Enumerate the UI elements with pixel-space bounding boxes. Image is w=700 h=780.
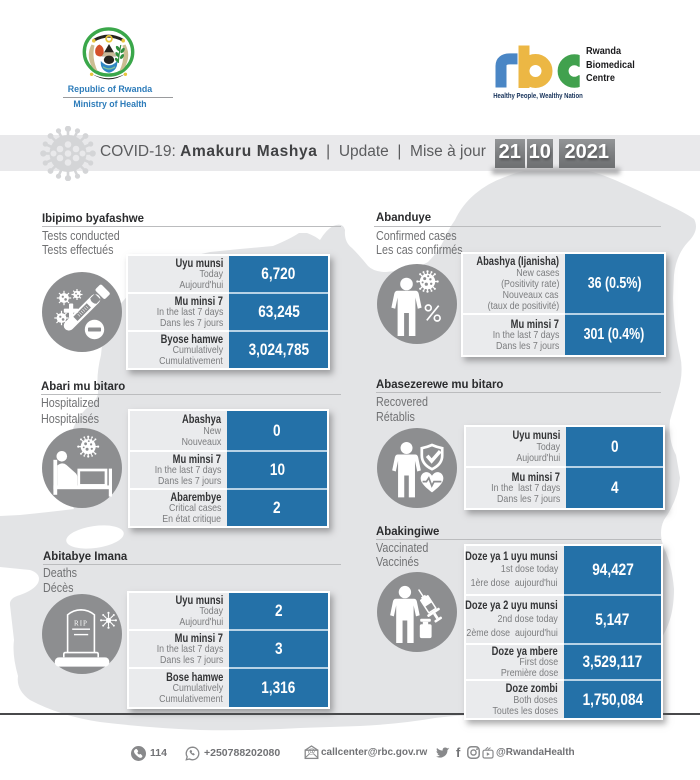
svg-text:RIP: RIP: [74, 620, 88, 628]
svg-text:@: @: [308, 746, 315, 755]
